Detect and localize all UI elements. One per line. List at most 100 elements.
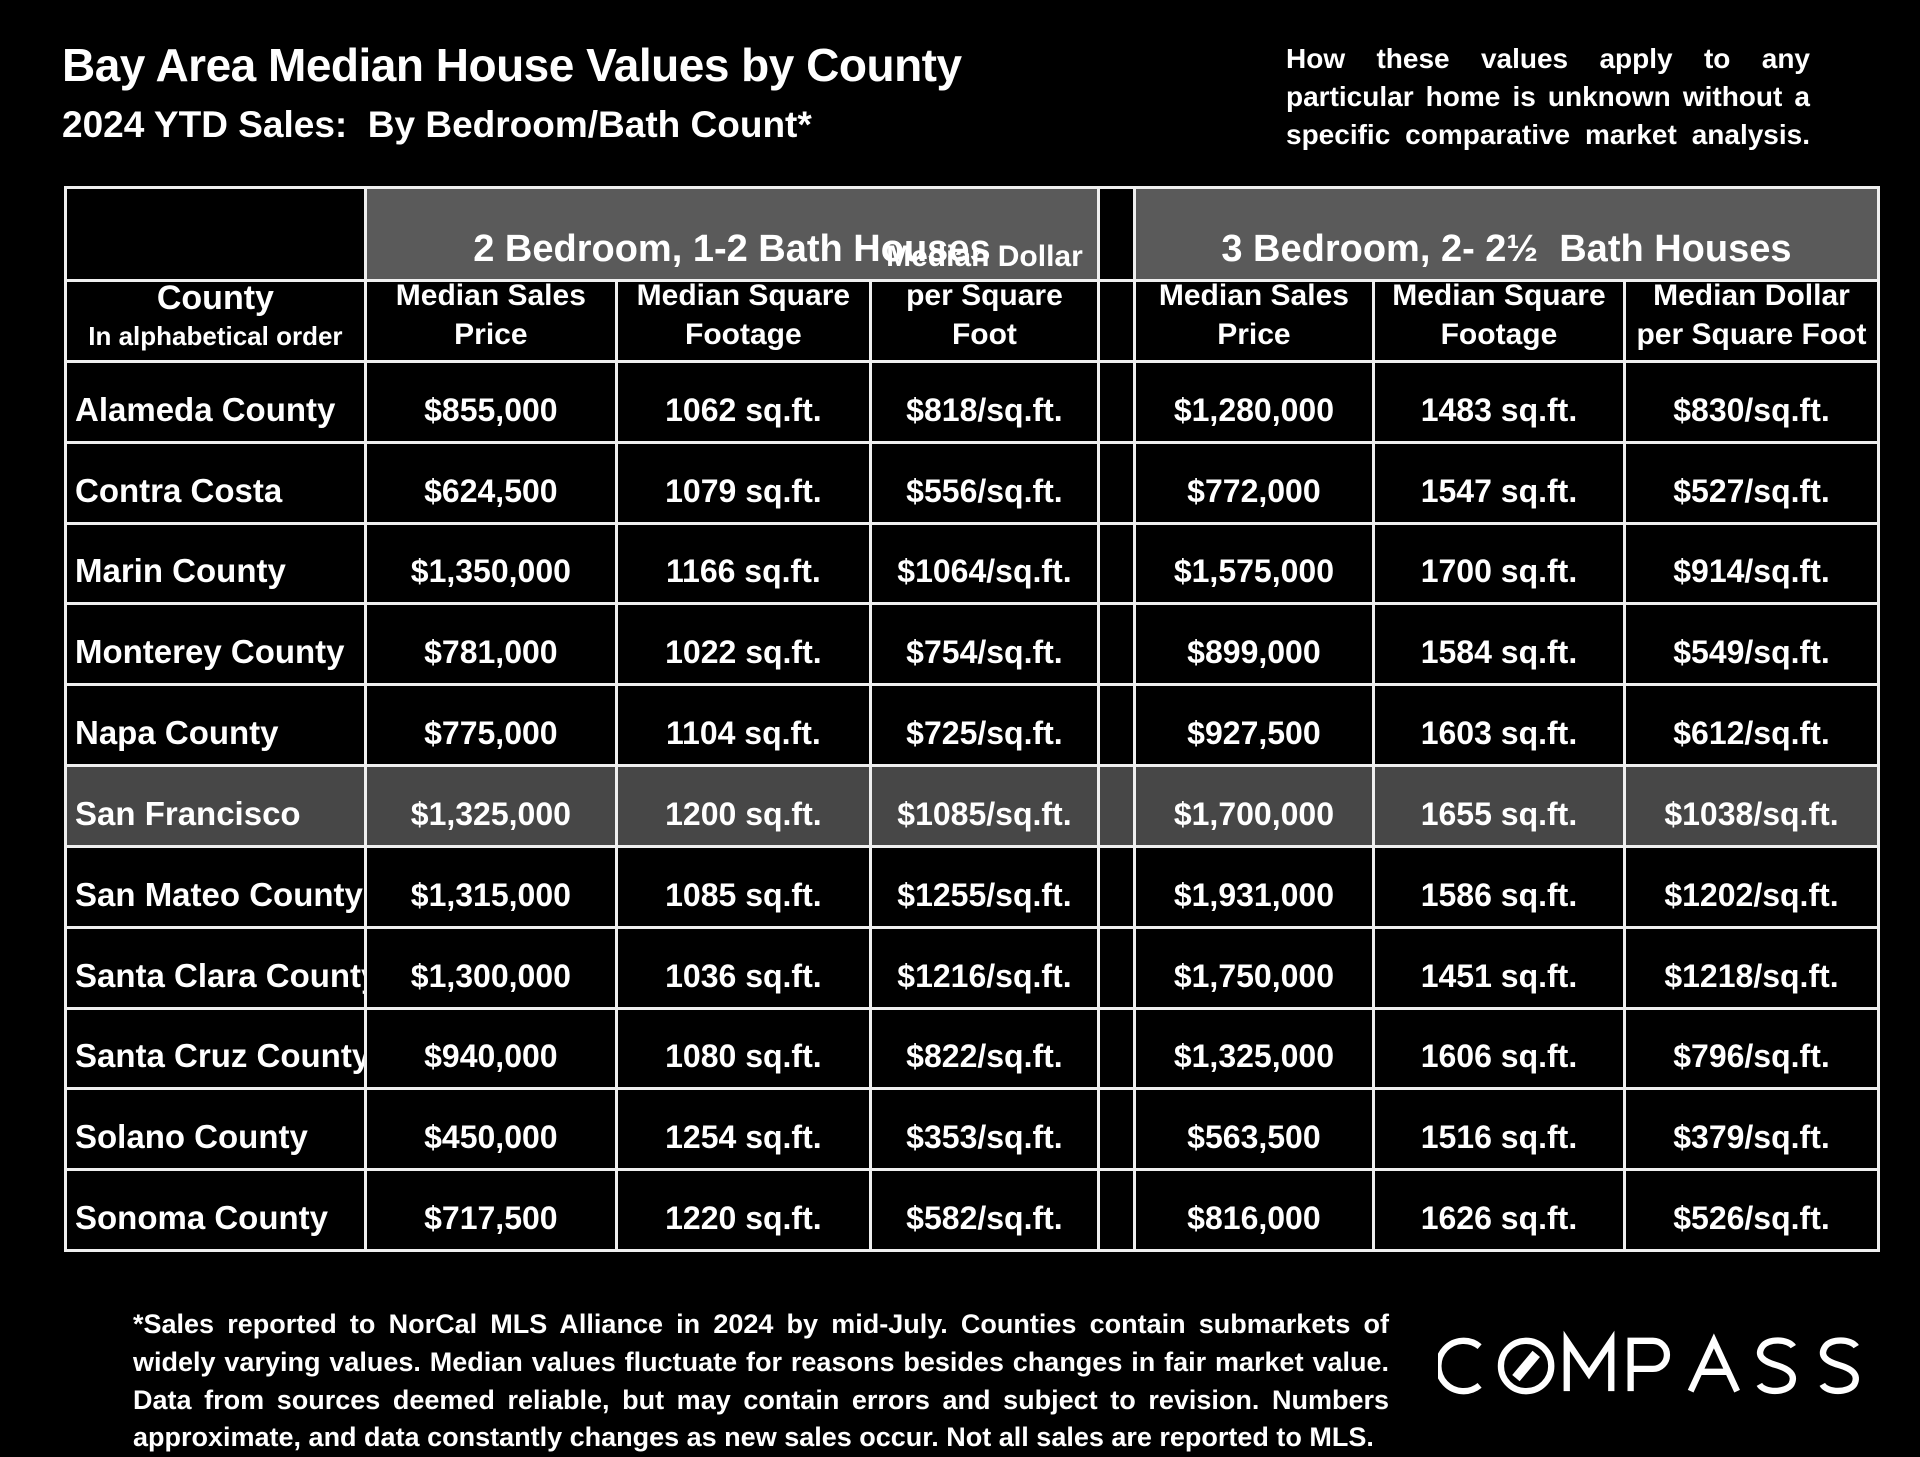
value-cell-2bd-sqft: 1166 sq.ft. <box>617 524 869 603</box>
value-cell-3bd-sqft: 1606 sq.ft. <box>1374 1009 1623 1088</box>
value-cell-2bd-price: $781,000 <box>366 605 615 684</box>
value-cell-2bd-price: $1,300,000 <box>366 928 615 1007</box>
value-cell-2bd-ppsf: $1085/sq.ft. <box>871 767 1097 845</box>
value-cell-3bd-sqft: 1655 sq.ft. <box>1374 767 1623 845</box>
column-header-3bd-price: Median Sales Price <box>1135 279 1372 360</box>
value-cell-2bd-sqft: 1079 sq.ft. <box>617 443 869 522</box>
group-separator <box>1100 1171 1133 1249</box>
value-cell-2bd-price: $940,000 <box>366 1009 615 1088</box>
top-right-note: How these values apply to any particular… <box>1286 43 1810 150</box>
value-cell-3bd-ppsf: $526/sq.ft. <box>1625 1171 1877 1249</box>
value-cell-2bd-ppsf: $1064/sq.ft. <box>871 524 1097 603</box>
county-cell: Santa Cruz County <box>67 1009 364 1088</box>
group-separator <box>1100 1009 1133 1088</box>
value-cell-2bd-ppsf: $822/sq.ft. <box>871 1009 1097 1088</box>
compass-logo-svg <box>1438 1330 1859 1395</box>
value-cell-2bd-price: $1,315,000 <box>366 847 615 926</box>
county-header-title: County <box>156 279 274 318</box>
value-cell-3bd-sqft: 1483 sq.ft. <box>1374 363 1623 441</box>
county-cell: Alameda County <box>67 363 364 441</box>
value-cell-2bd-ppsf: $1216/sq.ft. <box>871 928 1097 1007</box>
logo-letter-c <box>1438 1337 1482 1395</box>
county-cell: Monterey County <box>67 605 364 684</box>
value-cell-3bd-ppsf: $1038/sq.ft. <box>1625 767 1877 845</box>
value-cell-2bd-price: $1,325,000 <box>366 767 615 845</box>
value-cell-2bd-price: $1,350,000 <box>366 524 615 603</box>
county-cell: Solano County <box>67 1090 364 1169</box>
value-cell-3bd-sqft: 1700 sq.ft. <box>1374 524 1623 603</box>
group-separator <box>1100 686 1133 765</box>
value-cell-2bd-sqft: 1254 sq.ft. <box>617 1090 869 1169</box>
value-cell-2bd-ppsf: $556/sq.ft. <box>871 443 1097 522</box>
value-cell-3bd-price: $1,325,000 <box>1135 1009 1372 1088</box>
value-cell-3bd-ppsf: $796/sq.ft. <box>1625 1009 1877 1088</box>
table-corner-cell <box>67 189 364 279</box>
group-separator <box>1100 282 1133 360</box>
value-cell-2bd-price: $775,000 <box>366 686 615 765</box>
value-cell-3bd-price: $816,000 <box>1135 1171 1372 1249</box>
group-header-2bed: 2 Bedroom, 1-2 Bath Houses <box>366 189 1097 279</box>
page-subtitle: 2024 YTD Sales: By Bedroom/Bath Count* <box>62 104 812 145</box>
value-cell-2bd-sqft: 1200 sq.ft. <box>617 767 869 845</box>
group-separator <box>1100 524 1133 603</box>
value-cell-2bd-sqft: 1220 sq.ft. <box>617 1171 869 1249</box>
logo-letter-s1 <box>1756 1337 1796 1395</box>
county-cell: Marin County <box>67 524 364 603</box>
value-cell-3bd-price: $1,280,000 <box>1135 363 1372 441</box>
value-cell-2bd-ppsf: $725/sq.ft. <box>871 686 1097 765</box>
value-cell-3bd-price: $1,931,000 <box>1135 847 1372 926</box>
logo-letter-s2 <box>1819 1337 1859 1395</box>
county-cell: Sonoma County <box>67 1171 364 1249</box>
value-cell-2bd-sqft: 1062 sq.ft. <box>617 363 869 441</box>
value-cell-2bd-ppsf: $353/sq.ft. <box>871 1090 1097 1169</box>
logo-letter-m <box>1563 1330 1615 1392</box>
value-cell-3bd-ppsf: $612/sq.ft. <box>1625 686 1877 765</box>
footnote-disclaimer: *Sales reported to NorCal MLS Alliance i… <box>133 1309 1389 1453</box>
group-separator <box>1100 605 1133 684</box>
group-separator <box>1100 767 1133 845</box>
group-separator <box>1100 1090 1133 1169</box>
compass-needle-o-icon <box>1497 1337 1555 1395</box>
group-separator <box>1100 847 1133 926</box>
county-cell: Santa Clara County <box>67 928 364 1007</box>
county-cell: San Francisco <box>67 767 364 845</box>
value-cell-3bd-ppsf: $914/sq.ft. <box>1625 524 1877 603</box>
value-cell-2bd-ppsf: $582/sq.ft. <box>871 1171 1097 1249</box>
group-separator <box>1100 443 1133 522</box>
value-cell-2bd-price: $717,500 <box>366 1171 615 1249</box>
value-cell-3bd-price: $927,500 <box>1135 686 1372 765</box>
value-cell-3bd-ppsf: $830/sq.ft. <box>1625 363 1877 441</box>
column-header-3bd-ppsf: Median Dollar per Square Foot <box>1625 279 1877 360</box>
value-cell-3bd-sqft: 1516 sq.ft. <box>1374 1090 1623 1169</box>
median-values-table: 2 Bedroom, 1-2 Bath Houses 3 Bedroom, 2-… <box>64 186 1880 1252</box>
value-cell-3bd-ppsf: $1218/sq.ft. <box>1625 928 1877 1007</box>
value-cell-3bd-price: $772,000 <box>1135 443 1372 522</box>
group-header-3bed: 3 Bedroom, 2- 2½ Bath Houses <box>1135 189 1877 279</box>
column-header-2bd-sqft: Median Square Footage <box>617 279 869 360</box>
logo-letter-p <box>1627 1337 1671 1392</box>
value-cell-2bd-price: $450,000 <box>366 1090 615 1169</box>
value-cell-3bd-ppsf: $527/sq.ft. <box>1625 443 1877 522</box>
value-cell-3bd-sqft: 1586 sq.ft. <box>1374 847 1623 926</box>
value-cell-3bd-price: $899,000 <box>1135 605 1372 684</box>
value-cell-3bd-sqft: 1584 sq.ft. <box>1374 605 1623 684</box>
column-header-2bd-ppsf: Median Dollar per Square Foot <box>871 240 1097 360</box>
value-cell-3bd-price: $563,500 <box>1135 1090 1372 1169</box>
value-cell-3bd-ppsf: $549/sq.ft. <box>1625 605 1877 684</box>
county-header-subtitle: In alphabetical order <box>88 321 343 352</box>
value-cell-3bd-sqft: 1626 sq.ft. <box>1374 1171 1623 1249</box>
value-cell-3bd-sqft: 1547 sq.ft. <box>1374 443 1623 522</box>
column-header-3bd-sqft: Median Square Footage <box>1374 279 1623 360</box>
column-header-county: County In alphabetical order <box>67 279 364 360</box>
value-cell-2bd-sqft: 1085 sq.ft. <box>617 847 869 926</box>
value-cell-2bd-price: $624,500 <box>366 443 615 522</box>
value-cell-3bd-price: $1,575,000 <box>1135 524 1372 603</box>
value-cell-3bd-ppsf: $1202/sq.ft. <box>1625 847 1877 926</box>
value-cell-3bd-sqft: 1451 sq.ft. <box>1374 928 1623 1007</box>
page-title: Bay Area Median House Values by County <box>62 39 962 91</box>
value-cell-3bd-price: $1,750,000 <box>1135 928 1372 1007</box>
county-cell: San Mateo County <box>67 847 364 926</box>
county-cell: Contra Costa <box>67 443 364 522</box>
column-header-2bd-price: Median Sales Price <box>366 279 615 360</box>
value-cell-2bd-ppsf: $1255/sq.ft. <box>871 847 1097 926</box>
